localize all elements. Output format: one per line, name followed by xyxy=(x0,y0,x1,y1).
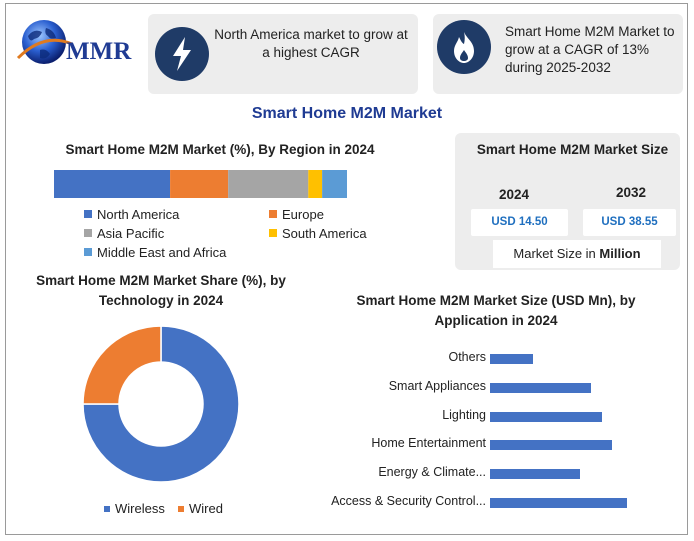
legend-swatch xyxy=(269,210,277,218)
info-card-growth: North America market to grow at a highes… xyxy=(148,14,418,94)
info-card-cagr: Smart Home M2M Market to grow at a CAGR … xyxy=(433,14,683,94)
legend-south-america: South America xyxy=(269,226,367,241)
region-chart-title: Smart Home M2M Market (%), By Region in … xyxy=(65,142,375,157)
bar-others xyxy=(490,354,534,364)
unit-prefix: Market Size in xyxy=(513,246,600,261)
info-card-text: North America market to grow at a highes… xyxy=(214,27,408,60)
legend-swatch xyxy=(269,229,277,237)
info-card-text: Smart Home M2M Market to grow at a CAGR … xyxy=(505,24,675,75)
bar-access-security-control xyxy=(490,498,627,508)
fire-icon xyxy=(437,20,491,74)
application-chart-title: Smart Home M2M Market Size (USD Mn), by … xyxy=(356,293,636,328)
legend-swatch xyxy=(104,506,110,512)
region-segment-north-america xyxy=(54,170,171,198)
legend-wired: Wired xyxy=(178,501,223,516)
legend-label: North America xyxy=(97,207,180,222)
legend-swatch xyxy=(84,210,92,218)
page-title: Smart Home M2M Market xyxy=(251,105,443,122)
legend-label: South America xyxy=(282,226,367,241)
bar-home-entertainment xyxy=(490,440,613,451)
unit-bold: Million xyxy=(599,246,641,261)
market-size-title: Smart Home M2M Market Size xyxy=(476,142,669,157)
legend-swatch xyxy=(178,506,184,512)
application-bar-chart: Others Smart Appliances Lighting Home Enter… xyxy=(300,345,680,520)
bar-label: Others xyxy=(448,350,486,364)
legend-label: Wired xyxy=(189,501,223,516)
legend-middle-east-africa: Middle East and Africa xyxy=(84,245,226,260)
region-stacked-bar xyxy=(54,170,347,198)
legend-label: Wireless xyxy=(115,501,165,516)
legend-label: Middle East and Africa xyxy=(97,245,227,260)
value-2024: USD 14.50 xyxy=(471,209,568,236)
technology-donut-chart xyxy=(82,325,240,483)
legend-swatch xyxy=(84,248,92,256)
year-2024: 2024 xyxy=(499,187,530,202)
legend-wireless: Wireless xyxy=(104,501,165,516)
bar-label: Smart Appliances xyxy=(388,378,486,393)
market-size-card: Smart Home M2M Market Size 2024 2032 USD… xyxy=(455,133,680,270)
bar-energy-climate xyxy=(490,469,580,480)
technology-chart-title: Smart Home M2M Market Share (%), by Tech… xyxy=(36,273,286,308)
region-segment-asia-pacific xyxy=(228,170,309,198)
bar-label: Lighting xyxy=(442,407,486,422)
region-segment-south-america xyxy=(308,170,323,198)
legend-swatch xyxy=(84,229,92,237)
legend-label: Asia Pacific xyxy=(97,226,165,241)
value-2032: USD 38.55 xyxy=(583,209,676,236)
bar-lighting xyxy=(490,411,602,422)
lightning-icon xyxy=(155,27,209,81)
donut-slice-wired xyxy=(82,325,162,405)
bar-smart-appliances xyxy=(490,382,591,393)
logo-text: MMR xyxy=(66,38,132,65)
legend-europe: Europe xyxy=(269,207,324,222)
bar-label: Access & Security Control... xyxy=(331,494,486,508)
region-segment-europe xyxy=(170,170,229,198)
region-segment-middle-east-and-africa xyxy=(322,170,347,198)
legend-label: Europe xyxy=(282,207,324,222)
legend-north-america: North America xyxy=(84,207,179,222)
bar-label: Energy & Climate... xyxy=(378,465,486,480)
globe-icon xyxy=(16,20,73,64)
mmr-logo: MMR xyxy=(14,14,142,70)
year-2032: 2032 xyxy=(616,185,647,200)
bar-label: Home Entertainment xyxy=(371,436,486,451)
market-size-unit: Market Size in Million xyxy=(493,240,661,268)
legend-asia-pacific: Asia Pacific xyxy=(84,226,164,241)
donut-slice-wireless xyxy=(82,325,240,483)
